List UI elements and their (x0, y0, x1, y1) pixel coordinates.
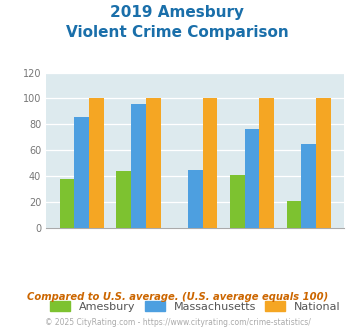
Text: 2019 Amesbury: 2019 Amesbury (110, 5, 245, 20)
Text: Violent Crime Comparison: Violent Crime Comparison (66, 25, 289, 40)
Bar (89, 98, 104, 228)
Bar (146, 98, 161, 228)
Text: Compared to U.S. average. (U.S. average equals 100): Compared to U.S. average. (U.S. average … (27, 292, 328, 302)
Bar (301, 144, 316, 228)
Bar (230, 175, 245, 228)
Bar (131, 104, 146, 228)
Bar (316, 98, 331, 228)
Legend: Amesbury, Massachusetts, National: Amesbury, Massachusetts, National (50, 302, 340, 312)
Text: © 2025 CityRating.com - https://www.cityrating.com/crime-statistics/: © 2025 CityRating.com - https://www.city… (45, 318, 310, 327)
Bar (245, 129, 260, 228)
Bar (286, 201, 301, 228)
Bar (203, 98, 217, 228)
Bar (116, 171, 131, 228)
Bar (75, 116, 89, 228)
Bar (60, 179, 75, 228)
Bar (260, 98, 274, 228)
Bar (188, 170, 203, 228)
